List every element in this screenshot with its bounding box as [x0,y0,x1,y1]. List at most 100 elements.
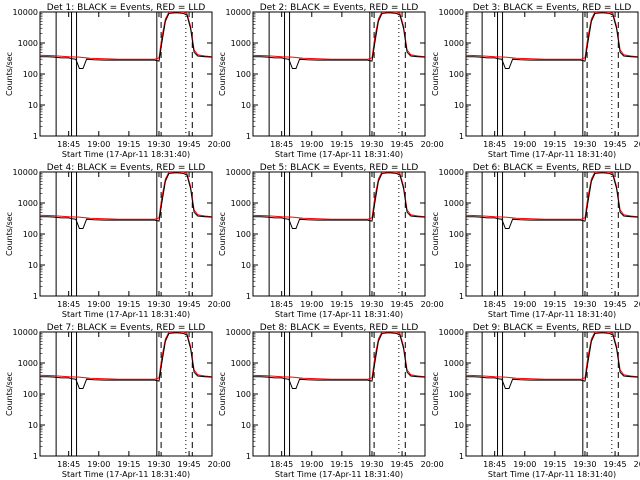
x-tick-label: 19:30 [360,460,383,469]
x-tick-label: 19:00 [87,140,110,149]
x-tick-label: 20:00 [208,460,231,469]
panel-title: Det 8: BLACK = Events, RED = LLD [260,323,419,333]
y-tick-label: 1000 [18,359,38,368]
y-tick-label: 1 [246,452,251,461]
y-tick-label: 100 [449,70,464,79]
y-tick-label: 1000 [18,199,38,208]
y-tick-label: 10000 [13,168,38,177]
y-tick-label: 1 [459,132,464,141]
y-tick-label: 10000 [439,8,464,17]
y-tick-label: 10 [241,261,251,270]
x-tick-label: 19:30 [573,300,596,309]
y-tick-label: 10 [241,421,251,430]
y-tick-label: 100 [449,390,464,399]
plot-data-area [253,332,425,456]
events-series-line [253,172,425,229]
y-axis-label: Counts/sec [218,52,227,96]
y-tick-label: 1 [33,452,38,461]
events-series-line [466,12,638,69]
y-tick-label: 10 [454,261,464,270]
y-tick-label: 1 [246,132,251,141]
plot-data-area [466,332,638,456]
y-tick-label: 1 [33,292,38,301]
x-tick-label: 18:45 [483,300,506,309]
x-tick-label: 18:45 [483,460,506,469]
x-tick-label: 19:15 [543,300,566,309]
panel-title: Det 1: BLACK = Events, RED = LLD [47,3,206,13]
x-axis-label: Start Time (17-Apr-11 18:31:40) [62,150,190,159]
y-tick-label: 10 [454,101,464,110]
panel-det-6: Det 6: BLACK = Events, RED = LLD 1 10 100 10… [431,163,640,319]
x-tick-label: 18:45 [57,300,80,309]
y-tick-label: 100 [449,230,464,239]
y-tick-label: 1000 [231,359,251,368]
plot-data-area [466,12,638,136]
x-tick-label: 19:00 [513,460,536,469]
x-tick-label: 19:00 [513,300,536,309]
x-axis-label: Start Time (17-Apr-11 18:31:40) [275,150,403,159]
x-tick-label: 19:45 [604,300,627,309]
x-tick-label: 19:30 [147,300,170,309]
x-tick-label: 18:45 [270,300,293,309]
plot-data-area [466,172,638,296]
panel-det-5: Det 5: BLACK = Events, RED = LLD 1 10 100 10… [218,163,444,319]
y-tick-label: 10000 [13,8,38,17]
x-tick-label: 19:15 [117,300,140,309]
x-tick-label: 19:00 [300,300,323,309]
y-tick-label: 10000 [439,168,464,177]
y-tick-label: 10 [28,421,38,430]
x-axis-label: Start Time (17-Apr-11 18:31:40) [488,150,616,159]
panel-det-8: Det 8: BLACK = Events, RED = LLD 1 10 100 10… [218,323,444,479]
panel-det-3: Det 3: BLACK = Events, RED = LLD 1 10 100 10… [431,3,640,159]
y-tick-label: 100 [23,230,38,239]
x-tick-label: 20:00 [421,300,444,309]
y-tick-label: 10000 [226,168,251,177]
panel-det-4: Det 4: BLACK = Events, RED = LLD 1 10 100 10… [5,163,231,319]
x-tick-label: 20:00 [208,140,231,149]
x-tick-label: 19:15 [543,140,566,149]
x-tick-label: 18:45 [270,140,293,149]
x-tick-label: 19:45 [391,460,414,469]
x-tick-label: 19:30 [147,140,170,149]
x-tick-label: 19:45 [391,140,414,149]
x-tick-label: 20:00 [634,300,640,309]
x-tick-label: 20:00 [634,460,640,469]
y-axis-label: Counts/sec [431,212,440,256]
x-tick-label: 19:45 [178,300,201,309]
x-tick-label: 18:45 [483,140,506,149]
x-tick-label: 19:15 [117,140,140,149]
y-tick-label: 1000 [444,359,464,368]
x-tick-label: 20:00 [634,140,640,149]
plot-data-area [253,172,425,296]
x-tick-label: 18:45 [57,140,80,149]
x-tick-label: 19:30 [573,140,596,149]
y-tick-label: 10000 [13,328,38,337]
events-series-line [253,12,425,69]
x-tick-label: 20:00 [208,300,231,309]
y-tick-label: 100 [23,70,38,79]
y-tick-label: 10 [28,261,38,270]
plot-data-area [253,12,425,136]
y-tick-label: 1000 [444,39,464,48]
y-tick-label: 1 [246,292,251,301]
x-tick-label: 19:30 [360,300,383,309]
plot-data-area [40,12,212,136]
x-tick-label: 19:00 [87,460,110,469]
events-series-line [466,332,638,389]
x-tick-label: 20:00 [421,460,444,469]
x-tick-label: 19:45 [391,300,414,309]
events-series-line [466,172,638,229]
panel-title: Det 6: BLACK = Events, RED = LLD [473,163,632,173]
y-tick-label: 10 [241,101,251,110]
y-tick-label: 10000 [439,328,464,337]
events-series-line [40,332,212,389]
y-tick-label: 1000 [231,39,251,48]
x-tick-label: 19:15 [330,300,353,309]
y-axis-label: Counts/sec [218,372,227,416]
x-tick-label: 19:00 [87,300,110,309]
panel-title: Det 2: BLACK = Events, RED = LLD [260,3,419,13]
x-tick-label: 18:45 [57,460,80,469]
y-tick-label: 10000 [226,8,251,17]
x-tick-label: 19:45 [604,460,627,469]
